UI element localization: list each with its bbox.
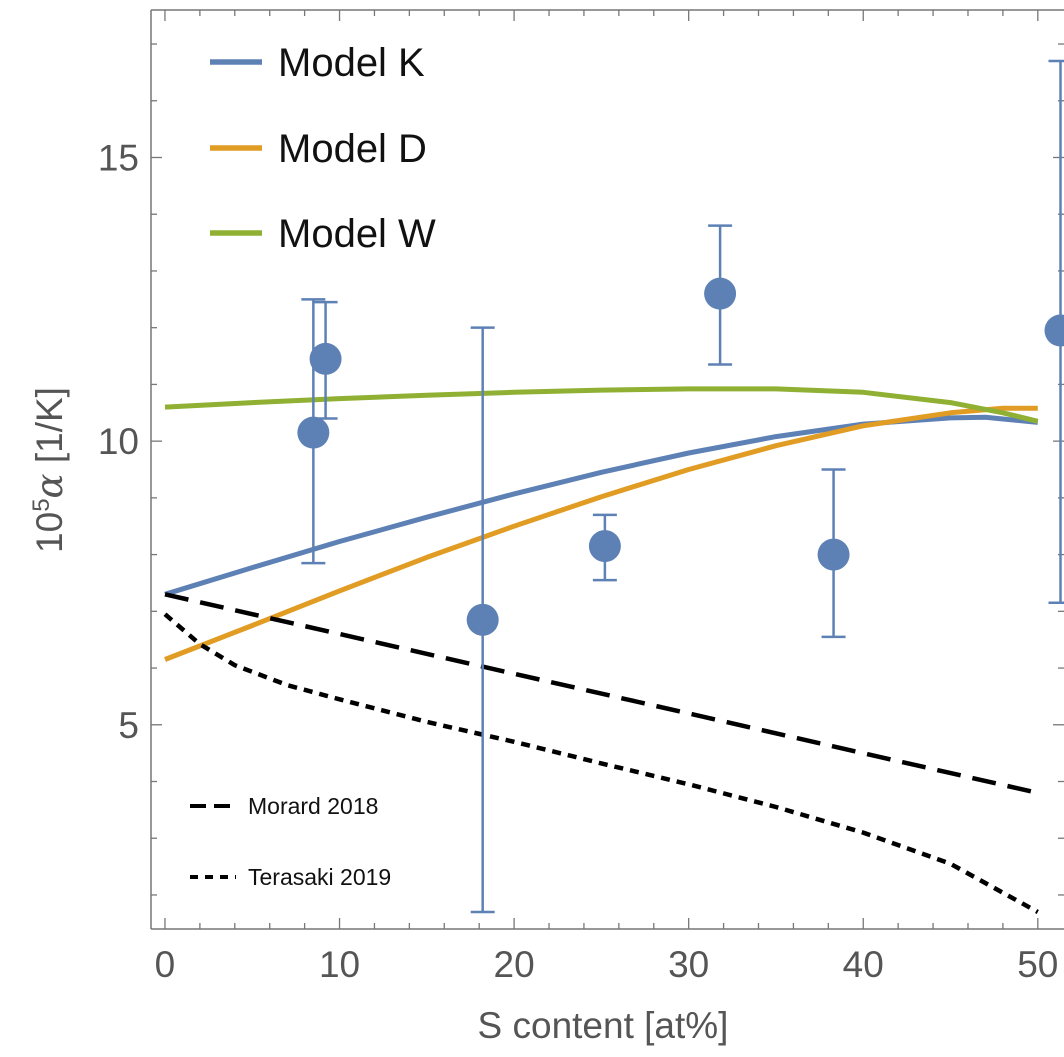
- series-line-model_w: [164, 386, 1039, 424]
- x-tick-label: 20: [494, 944, 535, 985]
- data-point: [297, 416, 330, 449]
- tick-labels: 0 10 20 30 40 50 5 10 15: [98, 137, 1059, 985]
- x-axis-label: S content [at%]: [478, 1005, 729, 1046]
- series-lines: [163, 386, 1039, 914]
- data-point: [309, 342, 342, 375]
- y-axis-label: 105α [1/K]: [28, 387, 72, 553]
- y-tick-label: 10: [98, 421, 139, 462]
- series-line-terasaki: [163, 612, 1039, 914]
- series-line-morard: [164, 592, 1039, 796]
- x-tick-label: 40: [843, 944, 884, 985]
- legend-label-model_k: Model K: [278, 41, 425, 85]
- legend-label-morard: Morard 2018: [248, 793, 378, 819]
- x-tick-label: 50: [1017, 944, 1058, 985]
- y-tick-label: 15: [98, 137, 139, 178]
- x-tick-label: 30: [668, 944, 709, 985]
- data-point: [704, 277, 737, 310]
- legend-label-terasaki: Terasaki 2019: [248, 864, 391, 890]
- x-tick-label: 10: [319, 944, 360, 985]
- legend-label-model_w: Model W: [278, 212, 436, 256]
- x-tick-label: 0: [155, 944, 176, 985]
- data-points: [297, 59, 1064, 914]
- plot-frame: [150, 9, 1064, 930]
- data-point: [588, 530, 621, 563]
- y-tick-label: 5: [118, 705, 139, 746]
- series-line-model_d: [164, 405, 1038, 662]
- data-point: [817, 538, 850, 571]
- data-point: [466, 603, 499, 636]
- legend-label-model_d: Model D: [278, 127, 427, 171]
- data-point: [1044, 314, 1064, 347]
- series-line-model_k: [164, 414, 1039, 597]
- legend: Model K Model D Model W Morard 2018 Terasaki…: [190, 41, 436, 890]
